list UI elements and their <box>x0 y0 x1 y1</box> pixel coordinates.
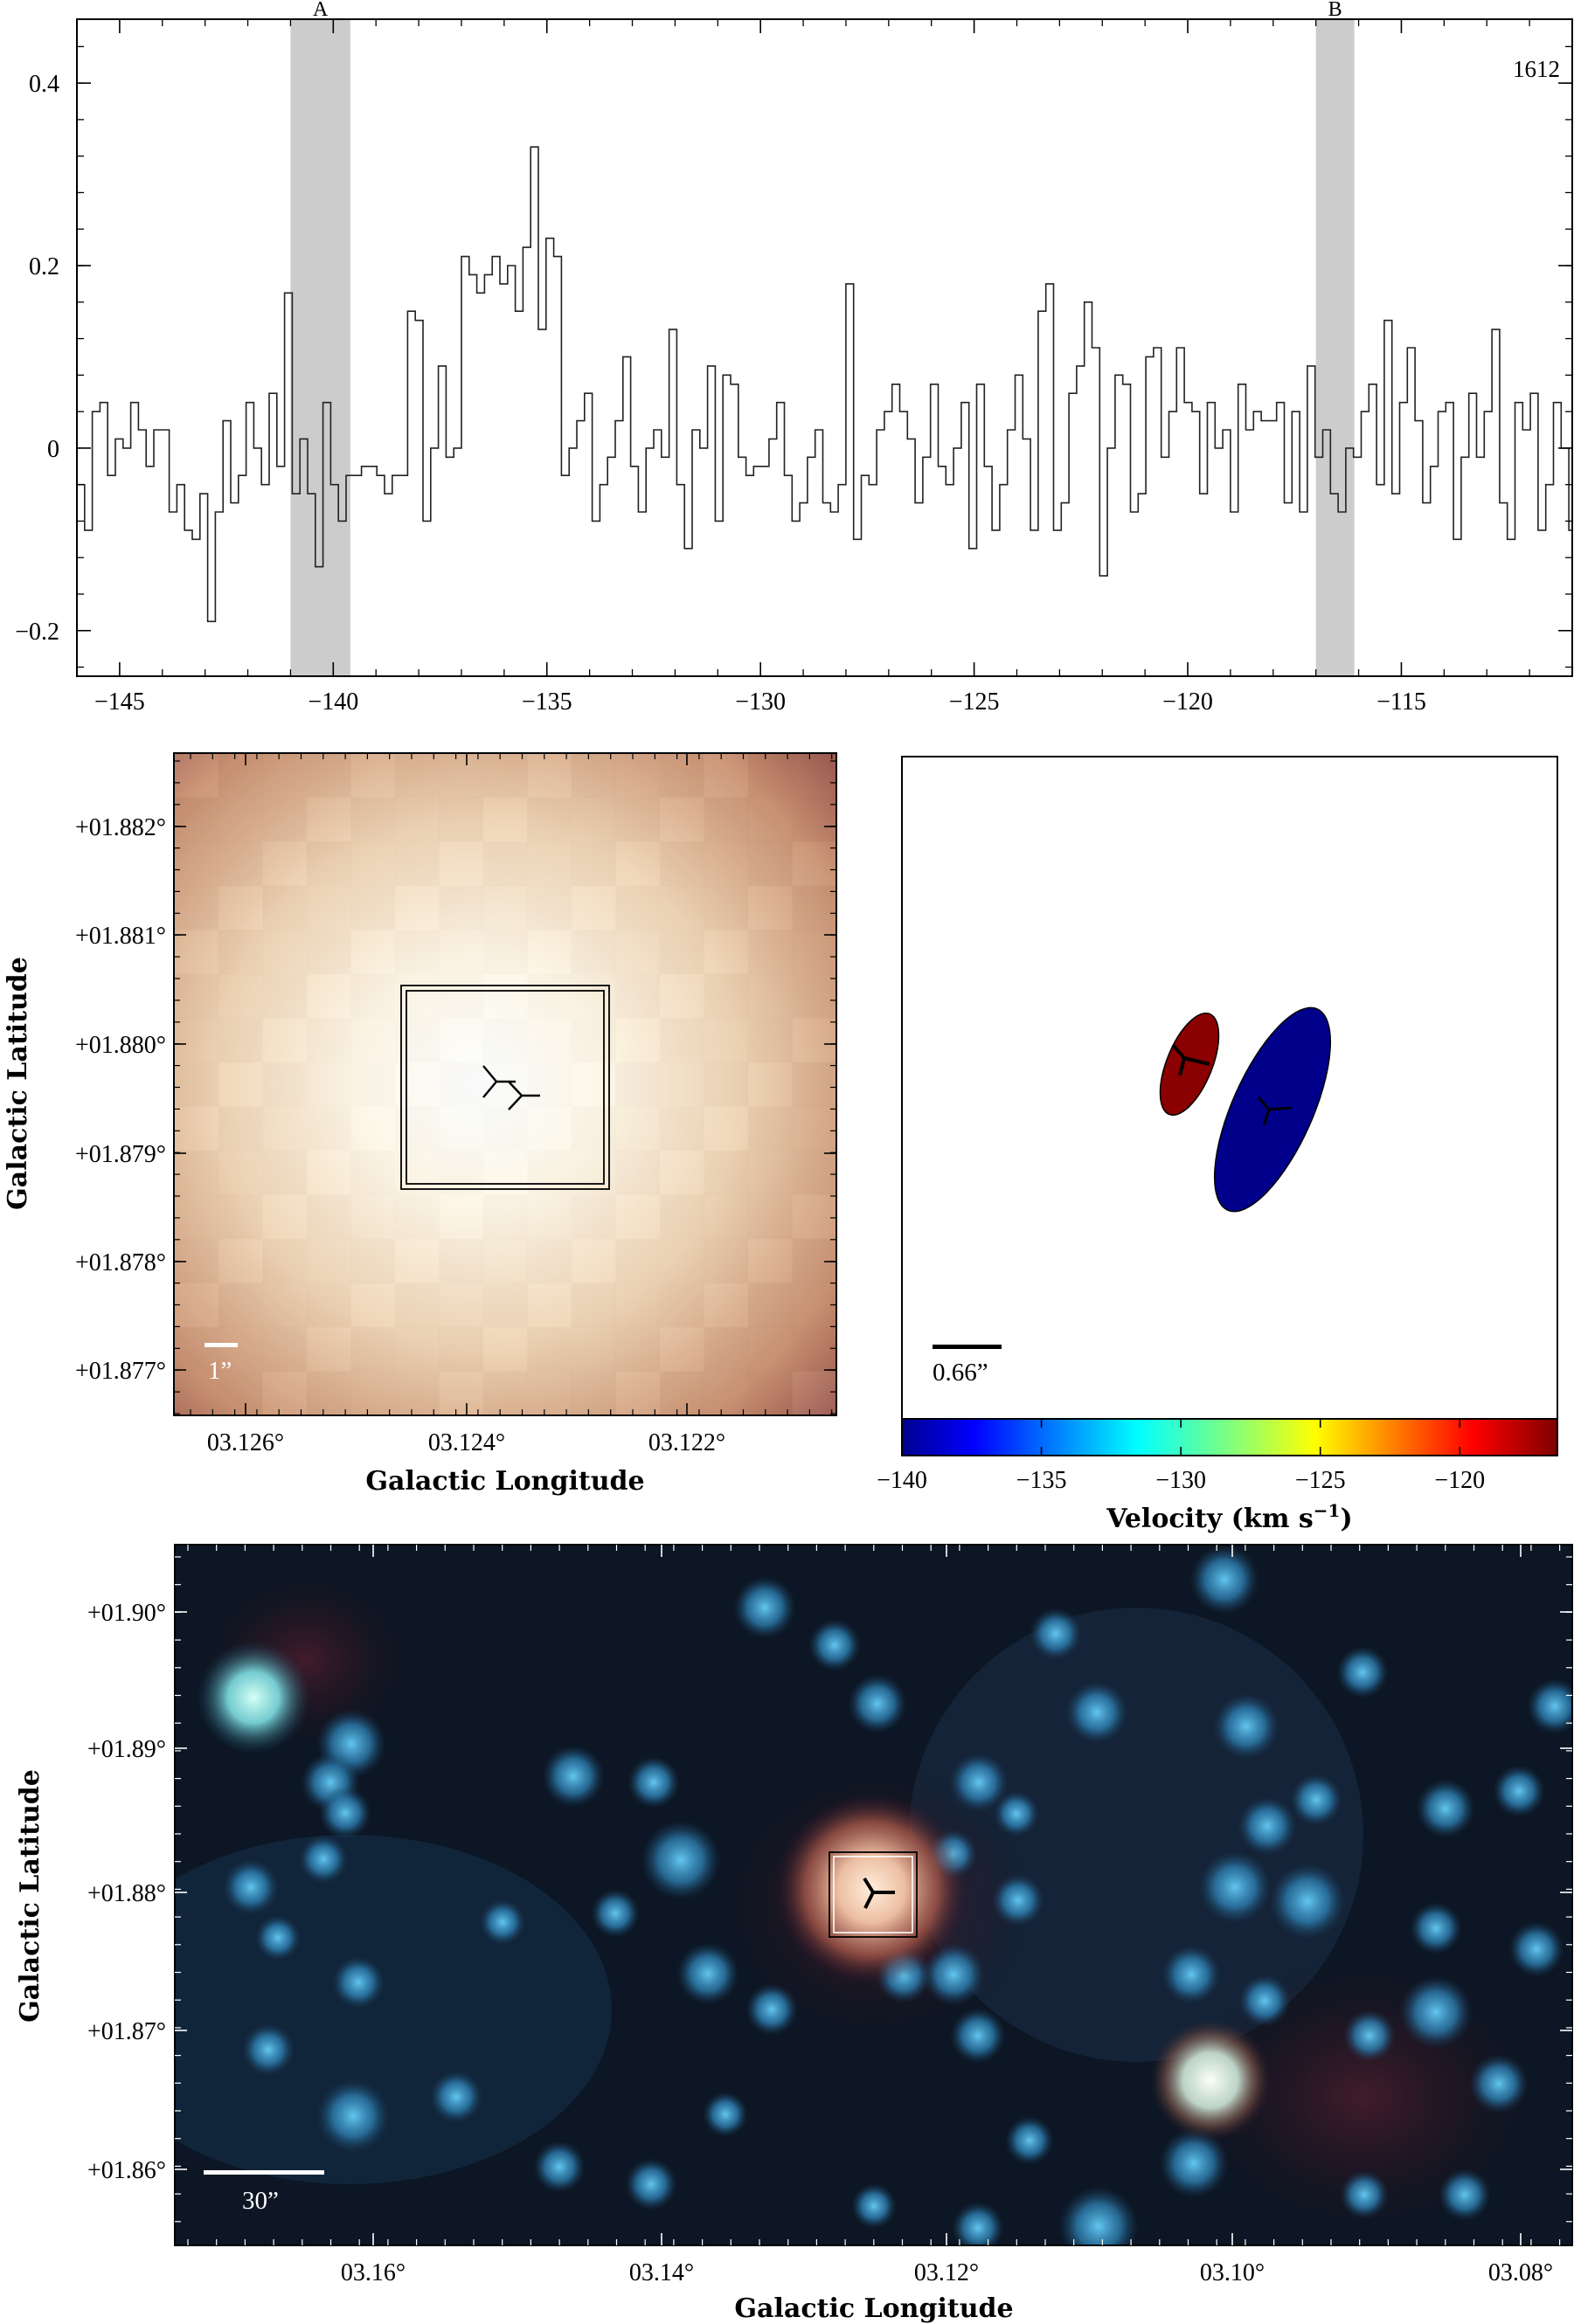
y-tick-label: 0 <box>47 436 59 463</box>
pixel-grid <box>174 753 837 1416</box>
colorbar-tick-label: −125 <box>1295 1467 1346 1494</box>
ir-image <box>175 1545 1572 2245</box>
source-box <box>829 1851 918 1938</box>
colorbar-tick-label: −130 <box>1155 1467 1206 1494</box>
maser-y-tick-label: +01.881° <box>75 923 166 950</box>
maser-x-tick-label: 03.126° <box>207 1429 284 1456</box>
ir-scale-bar <box>204 2170 324 2175</box>
ir-map-ylabel: Galactic Latitude <box>15 1769 45 2023</box>
velocity-scale-bar-label: 0.66” <box>933 1359 988 1387</box>
x-tick-label: −145 <box>94 688 145 716</box>
x-tick-label: −125 <box>949 688 1000 716</box>
velocity-scale-bar <box>933 1345 1002 1349</box>
ir-map-ticks: +01.90° +01.89° +01.88° +01.87° +01.86° 03.16… <box>87 1545 1572 2286</box>
ir-y-tick-label: +01.86° <box>87 2157 166 2184</box>
ir-scale-bar-label: 30” <box>242 2187 279 2215</box>
velocity-map-frame <box>901 756 1558 1420</box>
maser-map-frame <box>173 752 837 1416</box>
ir-x-tick-label: 03.12° <box>914 2259 979 2286</box>
ir-y-tick-label: +01.87° <box>87 2018 166 2045</box>
maser-y-tick-label: +01.882° <box>75 814 166 841</box>
colorbar-tick-label: −135 <box>1016 1467 1067 1494</box>
scale-bar <box>205 1343 238 1347</box>
red-feature-ellipse <box>1159 1012 1220 1117</box>
frequency-label: 1612 <box>1513 56 1560 82</box>
feature-marker-icon <box>1171 1043 1293 1126</box>
ir-x-tick-label: 03.10° <box>1200 2259 1265 2286</box>
y-tick-label: 0.4 <box>29 71 59 98</box>
maser-y-tick-label: +01.880° <box>75 1032 166 1059</box>
colorbar-tick-label: −140 <box>877 1467 927 1494</box>
ir-y-tick-label: +01.88° <box>87 1880 166 1907</box>
band-A <box>290 19 350 676</box>
zoom-box <box>400 985 610 1190</box>
spectrum-ticks: −145 −140 −135 −130 −125 −120 −115 −0.2 0 0.2 0.4 <box>15 19 1573 716</box>
maser-marker-icon <box>482 1065 540 1110</box>
maser-y-tick-label: +01.877° <box>75 1358 166 1385</box>
ir-y-tick-label: +01.90° <box>87 1600 166 1627</box>
scale-bar-label: 1” <box>208 1357 232 1385</box>
y-tick-label: −0.2 <box>15 619 59 646</box>
maser-x-tick-label: 03.124° <box>428 1429 505 1456</box>
velocity-map-panel: 0.66” −140 −135 −130 −125 −120 Velocity (km … <box>877 756 1558 1534</box>
ir-map-xlabel: Galactic Longitude <box>734 2293 1013 2324</box>
band-label: A <box>313 0 329 21</box>
ir-x-tick-label: 03.16° <box>341 2259 406 2286</box>
band-label: B <box>1328 0 1342 21</box>
x-tick-label: −120 <box>1162 688 1213 716</box>
maser-map-panel: +01.882° +01.881° +01.880° +01.879° +01.878°… <box>3 752 837 1497</box>
band-B <box>1315 19 1355 676</box>
ir-y-tick-label: +01.89° <box>87 1736 166 1763</box>
source-marker-icon <box>863 1877 895 1909</box>
spectrum-frame <box>76 18 1573 677</box>
maser-map-ylabel: Galactic Latitude <box>3 957 33 1210</box>
y-tick-label: 0.2 <box>29 253 59 280</box>
colorbar-label: Velocity (km s−1) <box>1106 1500 1352 1534</box>
colorbar-tick-label: −120 <box>1434 1467 1485 1494</box>
x-tick-label: −130 <box>735 688 786 716</box>
maser-y-tick-label: +01.878° <box>75 1249 166 1276</box>
ir-x-tick-label: 03.08° <box>1488 2259 1553 2286</box>
ir-map-panel: +01.90° +01.89° +01.88° +01.87° +01.86° 03.16… <box>15 1544 1573 2324</box>
ir-x-tick-label: 03.14° <box>629 2259 694 2286</box>
x-tick-label: −140 <box>308 688 358 716</box>
x-tick-label: −115 <box>1376 688 1426 716</box>
maser-x-tick-label: 03.122° <box>648 1429 725 1456</box>
maser-map-ticks: +01.882° +01.881° +01.880° +01.879° +01.878°… <box>75 753 836 1456</box>
spectrum-line <box>77 146 1572 623</box>
maser-map-xlabel: Galactic Longitude <box>365 1466 644 1497</box>
colorbar-ticks: −140 −135 −130 −125 −120 <box>877 1419 1485 1494</box>
maser-y-tick-label: +01.879° <box>75 1141 166 1168</box>
colorbar <box>901 1418 1558 1456</box>
x-tick-label: −135 <box>522 688 572 716</box>
